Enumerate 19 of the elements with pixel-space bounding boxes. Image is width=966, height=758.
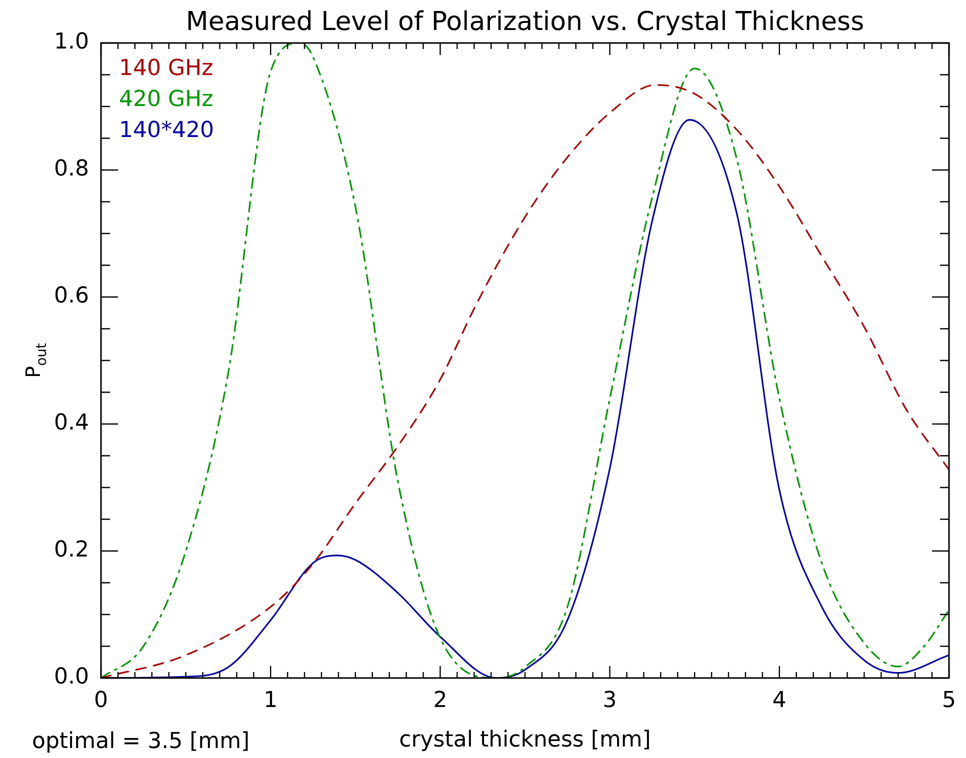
x-tick-label: 1 xyxy=(264,688,278,713)
chart-title: Measured Level of Polarization vs. Crystal Thickness xyxy=(186,7,864,37)
text: 140*420 xyxy=(119,118,214,143)
x-tick-label: 5 xyxy=(942,688,956,713)
y-tick-label: 0.8 xyxy=(54,156,89,182)
x-tick-label: 3 xyxy=(602,688,617,713)
text: 420 GHz xyxy=(119,87,214,112)
x-tick-label: 0 xyxy=(94,688,108,713)
x-tick-label: 2 xyxy=(433,688,448,713)
x-axis-title: crystal thickness [mm] xyxy=(399,728,651,753)
y-tick-label: 0.6 xyxy=(54,284,89,309)
text: optimal = 3.5 [mm] xyxy=(32,729,250,754)
y-tick-label: 0.2 xyxy=(54,538,89,563)
y-tick-label: 1.0 xyxy=(54,30,89,55)
x-tick-label: 4 xyxy=(772,688,786,713)
text: 140 GHz xyxy=(119,56,214,81)
y-axis-title: Pout xyxy=(21,342,50,378)
y-tick-label: 0.4 xyxy=(54,410,89,436)
y-tick-label: 0.0 xyxy=(54,664,89,690)
